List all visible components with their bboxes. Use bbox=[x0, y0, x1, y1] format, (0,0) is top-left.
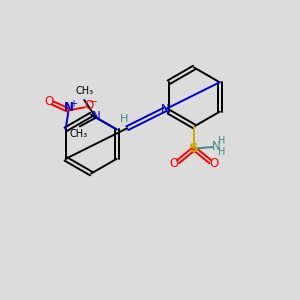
Text: O: O bbox=[170, 157, 179, 170]
Text: O: O bbox=[44, 95, 53, 108]
Text: H: H bbox=[218, 136, 225, 146]
Text: −: − bbox=[89, 97, 98, 107]
Text: N: N bbox=[92, 110, 100, 123]
Text: S: S bbox=[189, 142, 199, 155]
Text: O: O bbox=[209, 157, 218, 170]
Text: O: O bbox=[85, 99, 94, 112]
Text: N: N bbox=[161, 103, 170, 116]
Text: N: N bbox=[212, 140, 220, 153]
Text: H: H bbox=[120, 114, 128, 124]
Text: +: + bbox=[69, 99, 77, 109]
Text: CH₃: CH₃ bbox=[75, 85, 93, 95]
Text: H: H bbox=[218, 147, 225, 158]
Text: CH₃: CH₃ bbox=[69, 129, 87, 140]
Text: N: N bbox=[64, 101, 74, 114]
